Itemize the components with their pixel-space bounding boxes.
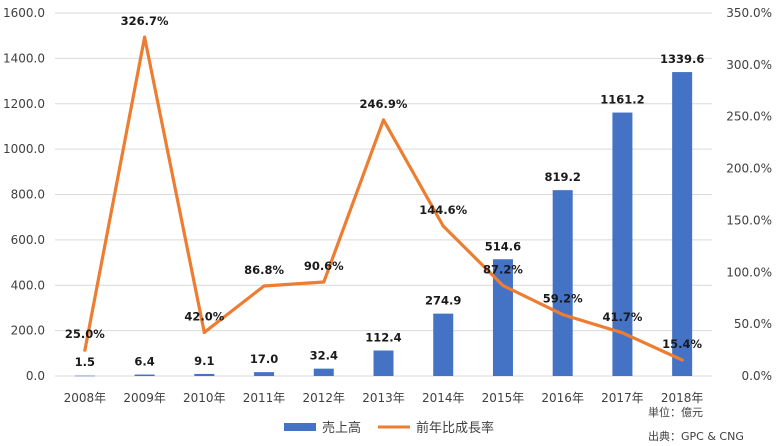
- x-tick-label: 2011年: [243, 391, 286, 405]
- legend: 売上高 前年比成長率: [284, 420, 494, 436]
- right-tick-label: 50.0%: [734, 317, 772, 331]
- bar: [433, 313, 454, 376]
- left-tick-label: 800.0: [11, 188, 45, 202]
- left-tick-label: 200.0: [11, 324, 45, 338]
- line-point: [680, 358, 684, 362]
- x-tick-label: 2015年: [482, 391, 525, 405]
- line-point: [142, 35, 147, 39]
- gridlines: [55, 12, 712, 377]
- left-tick-label: 400.0: [11, 278, 45, 292]
- source-note: 出典：GPC & CNG: [648, 429, 744, 443]
- line-value-label: 326.7%: [121, 14, 169, 28]
- left-tick-label: 1200.0: [3, 97, 45, 111]
- line-value-label: 90.6%: [304, 259, 344, 273]
- left-tick-label: 1600.0: [3, 6, 45, 20]
- bar-value-label: 819.2: [544, 170, 580, 184]
- line-point: [561, 313, 565, 317]
- bar: [134, 374, 155, 376]
- right-tick-label: 150.0%: [726, 213, 772, 227]
- right-tick-label: 350.0%: [726, 6, 772, 20]
- bar: [74, 375, 95, 377]
- x-tick-label: 2009年: [123, 391, 166, 405]
- bar: [672, 72, 693, 376]
- bar-series-sales: [74, 72, 693, 377]
- line-point: [381, 118, 386, 122]
- left-tick-label: 0.0: [26, 369, 45, 383]
- right-tick-label: 300.0%: [726, 58, 772, 72]
- bar: [254, 372, 275, 376]
- bar-value-label: 1339.6: [660, 52, 704, 66]
- line-point: [83, 348, 87, 352]
- legend-label-sales: 売上高: [322, 420, 361, 436]
- x-tick-label: 2013年: [362, 391, 405, 405]
- x-tick-label: 2014年: [422, 391, 465, 405]
- x-tick-label: 2018年: [661, 391, 704, 405]
- right-axis-ticks: 0.0% 50.0% 100.0% 150.0% 200.0% 250.0% 300.0% 3…: [726, 6, 772, 383]
- line-value-label: 87.2%: [483, 263, 523, 277]
- bar-value-label: 274.9: [425, 294, 461, 308]
- left-tick-label: 1000.0: [3, 142, 45, 156]
- x-tick-label: 2017年: [601, 391, 644, 405]
- x-axis-ticks: 2008年 2009年 2010年 2011年 2012年 2013年 2014年 2015年…: [64, 391, 704, 405]
- x-tick-label: 2008年: [64, 391, 107, 405]
- line-data-labels: 25.0% 326.7% 42.0% 86.8% 90.6% 246.9% 144.6% 87…: [65, 14, 703, 351]
- line-point: [262, 284, 266, 288]
- left-axis-ticks: 0.0 200.0 400.0 600.0 800.0 1000.0 1200.0 1400.…: [3, 6, 45, 383]
- line-point: [202, 330, 206, 335]
- unit-note: 単位：億元: [648, 405, 703, 419]
- bar: [552, 190, 573, 376]
- line-value-label: 15.4%: [662, 337, 702, 351]
- line-value-label: 41.7%: [602, 310, 642, 324]
- bar: [373, 350, 394, 376]
- left-tick-label: 600.0: [11, 233, 45, 247]
- right-tick-label: 0.0%: [742, 369, 773, 383]
- bar-value-label: 17.0: [250, 352, 278, 366]
- bar-value-label: 6.4: [134, 355, 154, 369]
- growth-line: [83, 35, 684, 362]
- line-value-label: 25.0%: [65, 327, 105, 341]
- legend-swatch-sales: [284, 423, 316, 431]
- line-value-label: 86.8%: [244, 263, 284, 277]
- right-tick-label: 100.0%: [726, 265, 772, 279]
- line-value-label: 59.2%: [543, 292, 583, 306]
- left-tick-label: 1400.0: [3, 51, 45, 65]
- bar-value-label: 32.4: [310, 349, 338, 363]
- line-value-label: 246.9%: [360, 97, 408, 111]
- line-point: [501, 283, 505, 288]
- line-series-growth: [83, 35, 684, 362]
- x-tick-label: 2010年: [183, 391, 226, 405]
- bar: [194, 373, 215, 376]
- line-point: [620, 331, 625, 335]
- line-point: [441, 224, 445, 228]
- bar: [612, 112, 633, 377]
- legend-label-growth: 前年比成長率: [416, 420, 494, 436]
- bar-value-label: 514.6: [485, 239, 521, 253]
- bar: [313, 368, 334, 376]
- bar-value-label: 9.1: [194, 354, 214, 368]
- bar-value-label: 1.5: [75, 355, 95, 369]
- right-tick-label: 250.0%: [726, 110, 772, 124]
- x-tick-label: 2012年: [302, 391, 345, 405]
- bar-data-labels: 1.5 6.4 9.1 17.0 32.4 112.4 274.9 514.6 819.2 116…: [75, 52, 705, 369]
- bar-value-label: 1161.2: [600, 93, 644, 107]
- line-value-label: 42.0%: [184, 309, 224, 323]
- line-value-label: 144.6%: [419, 203, 467, 217]
- line-point: [322, 280, 326, 284]
- x-tick-label: 2016年: [541, 391, 584, 405]
- bar-value-label: 112.4: [365, 330, 401, 344]
- right-tick-label: 200.0%: [726, 162, 772, 176]
